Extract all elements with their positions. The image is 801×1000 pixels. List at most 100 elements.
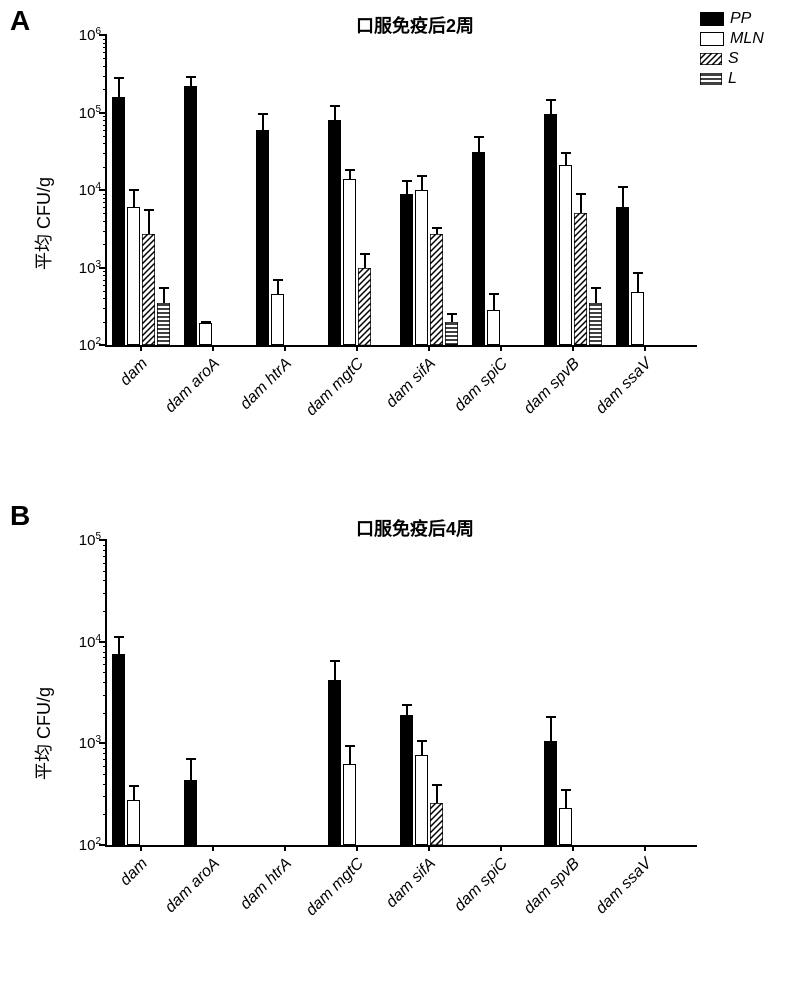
error-cap	[114, 636, 124, 638]
bar-L	[589, 303, 602, 345]
plot-area-B: 102103104105	[105, 540, 697, 847]
legend-label: MLN	[730, 30, 764, 48]
error-cap	[129, 785, 139, 787]
y-minor-tick	[103, 652, 107, 653]
bar-S	[358, 268, 371, 346]
bar-PP	[184, 780, 197, 845]
y-minor-tick	[103, 167, 107, 168]
y-minor-tick	[103, 796, 107, 797]
error-bar	[349, 170, 351, 178]
y-minor-tick	[103, 275, 107, 276]
bar-MLN	[343, 179, 356, 345]
y-minor-tick	[103, 43, 107, 44]
error-bar	[364, 254, 366, 268]
y-minor-tick	[103, 753, 107, 754]
error-bar	[637, 273, 639, 292]
y-tick-mark	[99, 344, 107, 346]
plot-area-A: 102103104105106	[105, 35, 697, 347]
x-tick-mark	[428, 345, 430, 351]
legend-label: S	[728, 50, 739, 68]
y-minor-tick	[103, 280, 107, 281]
bar-PP	[112, 654, 125, 845]
bar-MLN	[559, 165, 572, 345]
y-minor-tick	[103, 76, 107, 77]
y-minor-tick	[103, 545, 107, 546]
error-bar	[118, 637, 120, 654]
error-cap	[561, 789, 571, 791]
chart-title-B: 口服免疫后4周	[310, 515, 520, 541]
y-minor-tick	[103, 231, 107, 232]
bar-PP	[400, 194, 413, 345]
legend-item-L: L	[700, 70, 764, 88]
bar-MLN	[127, 207, 140, 345]
bar-MLN	[199, 323, 212, 345]
error-cap	[417, 175, 427, 177]
y-minor-tick	[103, 784, 107, 785]
legend-label: PP	[730, 10, 751, 28]
error-bar	[148, 210, 150, 234]
y-minor-tick	[103, 766, 107, 767]
error-bar	[421, 741, 423, 755]
y-minor-tick	[103, 593, 107, 594]
y-minor-tick	[103, 47, 107, 48]
error-cap	[345, 169, 355, 171]
error-cap	[432, 227, 442, 229]
bar-S	[430, 234, 443, 345]
error-cap	[402, 180, 412, 182]
y-minor-tick	[103, 682, 107, 683]
panel-label-A: A	[10, 5, 30, 37]
bar-PP	[328, 120, 341, 345]
y-minor-tick	[103, 194, 107, 195]
legend-swatch-MLN	[700, 32, 724, 46]
error-cap	[159, 287, 169, 289]
error-bar	[163, 288, 165, 303]
y-minor-tick	[103, 120, 107, 121]
error-bar	[190, 77, 192, 86]
error-cap	[186, 76, 196, 78]
error-cap	[546, 99, 556, 101]
error-cap	[618, 186, 628, 188]
error-bar	[133, 190, 135, 207]
x-tick-mark	[140, 345, 142, 351]
error-bar	[133, 786, 135, 799]
error-cap	[129, 189, 139, 191]
error-cap	[345, 745, 355, 747]
bar-MLN	[487, 310, 500, 345]
x-tick-mark	[356, 845, 358, 851]
y-minor-tick	[103, 58, 107, 59]
x-tick-mark	[572, 345, 574, 351]
y-minor-tick	[103, 611, 107, 612]
y-minor-tick	[103, 646, 107, 647]
bar-MLN	[631, 292, 644, 345]
error-cap	[201, 321, 211, 323]
error-cap	[474, 136, 484, 138]
y-minor-tick	[103, 153, 107, 154]
y-minor-tick	[103, 748, 107, 749]
y-minor-tick	[103, 814, 107, 815]
y-minor-tick	[103, 52, 107, 53]
y-minor-tick	[103, 271, 107, 272]
error-cap	[576, 193, 586, 195]
y-minor-tick	[103, 672, 107, 673]
x-tick-mark	[284, 845, 286, 851]
y-minor-tick	[103, 322, 107, 323]
y-minor-tick	[103, 774, 107, 775]
y-minor-tick	[103, 39, 107, 40]
y-tick-mark	[99, 742, 107, 744]
x-tick-mark	[644, 345, 646, 351]
y-minor-tick	[103, 116, 107, 117]
bar-S	[142, 234, 155, 345]
x-tick-mark	[644, 845, 646, 851]
y-minor-tick	[103, 571, 107, 572]
y-minor-tick	[103, 244, 107, 245]
legend-swatch-L	[700, 73, 722, 85]
y-tick-mark	[99, 641, 107, 643]
y-tick-mark	[99, 112, 107, 114]
error-bar	[478, 137, 480, 152]
y-minor-tick	[103, 207, 107, 208]
y-minor-tick	[103, 143, 107, 144]
y-minor-tick	[103, 550, 107, 551]
error-cap	[330, 660, 340, 662]
error-bar	[550, 100, 552, 114]
y-minor-tick	[103, 130, 107, 131]
